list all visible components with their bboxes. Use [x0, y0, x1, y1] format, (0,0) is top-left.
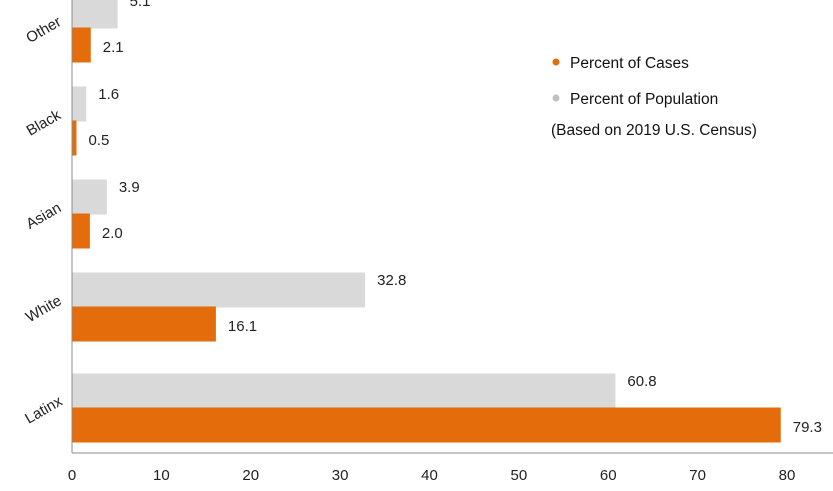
legend-note: (Based on 2019 U.S. Census) [551, 122, 757, 139]
x-tick-labels: 0 10 20 30 40 50 60 70 80 [68, 467, 796, 484]
bar-percent-of-cases-white [72, 306, 216, 342]
x-tick-10: 10 [153, 467, 170, 484]
bar-percent-of-population-black [72, 86, 87, 122]
category-label-other: Other [23, 13, 64, 46]
legend-label-population: Percent of Population [570, 91, 718, 108]
data-label-percent-of-population-asian: 3.9 [119, 179, 140, 196]
category-label-latinx: Latinx [22, 392, 66, 427]
bars-group [72, 0, 781, 443]
category-label-black: Black [24, 106, 65, 139]
legend-marker-cases [552, 58, 560, 66]
legend: Percent of Cases Percent of Population (… [551, 55, 757, 139]
bar-percent-of-population-asian [72, 179, 107, 215]
data-label-percent-of-cases-latinx: 79.3 [793, 419, 822, 436]
x-tick-30: 30 [332, 467, 349, 484]
data-label-percent-of-cases-white: 16.1 [228, 318, 257, 335]
x-tick-20: 20 [242, 467, 259, 484]
category-labels: Other Black Asian White Latinx [22, 13, 66, 427]
data-label-percent-of-population-black: 1.6 [98, 86, 119, 103]
bar-percent-of-population-latinx [72, 373, 616, 409]
x-tick-70: 70 [689, 467, 706, 484]
legend-marker-population [552, 94, 560, 102]
bar-percent-of-cases-latinx [72, 407, 781, 443]
category-label-asian: Asian [23, 199, 64, 232]
data-label-percent-of-cases-black: 0.5 [88, 132, 109, 149]
data-labels-group: 5.1 2.1 1.6 0.5 3.9 2.0 32.8 16.1 60.8 79.3 [88, 0, 821, 436]
x-tick-80: 80 [779, 467, 796, 484]
legend-label-cases: Percent of Cases [570, 55, 689, 72]
bar-percent-of-cases-other [72, 27, 91, 63]
x-tick-40: 40 [421, 467, 438, 484]
x-tick-0: 0 [68, 467, 76, 484]
data-label-percent-of-population-other: 5.1 [130, 0, 151, 10]
category-label-white: White [23, 292, 65, 326]
data-label-percent-of-cases-asian: 2.0 [102, 225, 123, 242]
bar-percent-of-population-white [72, 272, 366, 308]
bar-percent-of-cases-black [72, 120, 77, 156]
x-tick-50: 50 [511, 467, 528, 484]
bar-percent-of-population-other [72, 0, 118, 29]
bar-percent-of-cases-asian [72, 213, 90, 249]
data-label-percent-of-population-white: 32.8 [377, 272, 406, 289]
x-tick-60: 60 [600, 467, 617, 484]
data-label-percent-of-cases-other: 2.1 [103, 39, 124, 56]
data-label-percent-of-population-latinx: 60.8 [627, 373, 656, 390]
